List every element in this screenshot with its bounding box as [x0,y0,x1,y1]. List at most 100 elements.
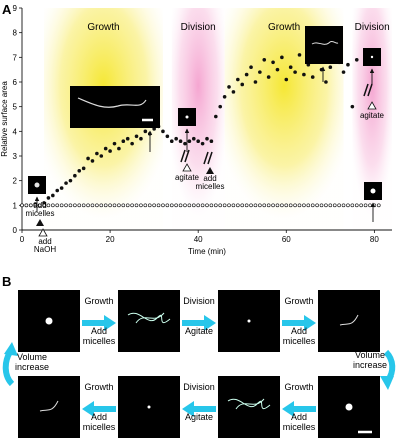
annot-add-naoh: add NaOH [34,237,56,254]
data-point-open [108,203,112,208]
data-point-open [363,203,368,208]
data-point-open [262,203,267,208]
triangle-open-icon [38,228,48,237]
annot-agitate-2: agitate [360,111,385,120]
data-point-filled [271,60,275,65]
data-point-open [240,203,245,208]
data-point-filled [328,65,333,69]
data-point-open [306,203,311,208]
data-point-filled [297,53,302,57]
y-tick-label: 1 [13,201,18,210]
data-point-filled [112,141,117,146]
data-point-open [249,203,253,208]
data-point-filled [99,154,104,158]
data-point-filled [77,169,82,173]
y-tick-label: 5 [13,103,18,112]
row2-step-bottom-2: Agitate [185,412,213,422]
data-point-open [341,203,346,208]
data-point-open [293,203,297,208]
data-point-filled [249,65,253,69]
row2-step-top-1: Growth [84,382,113,392]
right-arrow-icon [82,315,116,331]
data-point-open [231,203,236,208]
data-point-filled [302,72,306,77]
triangle-open-icon [367,101,377,110]
left-arrow-icon [182,401,216,417]
data-point-filled [280,55,284,60]
right-arrow-icon [182,315,216,331]
data-point-open [196,203,200,208]
phase-label: Division [355,22,390,33]
data-point-filled [258,70,262,74]
data-point-filled [284,77,289,82]
data-point-open [227,203,231,208]
data-point-filled [169,139,174,143]
x-tick-label: 80 [370,235,379,244]
data-point-open [222,203,227,208]
vesicle-dot [34,182,40,188]
micrograph-row1-1 [18,290,80,352]
data-point-filled [134,134,139,139]
row1-step-top-3: Growth [284,296,313,306]
data-point-open [346,203,350,208]
data-point-filled [174,136,178,141]
data-point-open [51,203,55,208]
data-point-open [46,203,51,208]
row2-step-bottom-3: Add micelles [283,412,316,432]
data-point-open [200,203,205,208]
data-point-open [315,203,319,208]
data-point-open [354,203,359,208]
data-point-filled [46,196,51,200]
data-point-filled [222,95,227,99]
data-point-filled [187,139,192,143]
y-axis-label: Relative surface area [0,81,9,157]
annot-add-micelles-2: add micelles [196,174,225,191]
phase-label: Growth [87,22,119,33]
data-point-open [324,203,328,208]
y-tick-label: 8 [13,29,18,38]
data-point-open [81,203,86,208]
micrograph-row1-3 [218,290,280,352]
chart-axes: 0 1 2 3 4 5 6 7 8 9 0 20 40 60 80 Time (min) Relative su… [0,4,392,256]
phase-label: Division [181,22,216,33]
data-point-filled [121,139,126,143]
left-curved-arrow [2,350,15,387]
break-marks [180,83,373,165]
data-point-filled [143,129,148,134]
data-point-open [37,203,42,208]
data-point-open [332,203,337,208]
data-point-filled [341,70,346,74]
data-point-filled [350,104,355,109]
micrograph-row2-4 [318,376,380,438]
data-point-filled [214,114,218,119]
data-point-filled [165,134,170,139]
data-point-open [125,203,130,208]
annotations: add micelles add NaOH agitate add micelles … [26,83,385,254]
data-point-filled [200,141,205,146]
data-point-filled [139,136,143,141]
data-point-open [244,203,249,208]
data-point-filled [108,149,112,153]
data-point-open [103,203,108,208]
data-point-open [24,203,29,208]
x-tick-label: 0 [20,235,25,244]
data-point-filled [262,58,267,62]
triangle-up-icon [36,219,44,226]
data-point-filled [178,139,183,143]
data-point-open [59,203,64,208]
data-point-open [209,203,214,208]
micrograph-row2-3 [218,376,280,438]
data-point-open [218,203,223,208]
row1-step-bottom-1: Add micelles [83,326,116,346]
data-point-open [337,203,341,208]
data-point-filled [73,173,77,178]
panel-a-letter: A [2,2,12,17]
row1-step-bottom-3: Add micelles [283,326,316,346]
data-point-filled [55,188,60,193]
phase-labels: Growth Division Growth Division [87,22,389,33]
data-point-filled [51,193,55,198]
data-point-filled [81,166,86,171]
data-point-open [42,203,46,208]
data-point-open [64,203,68,208]
micrograph-row2-2 [118,376,180,438]
